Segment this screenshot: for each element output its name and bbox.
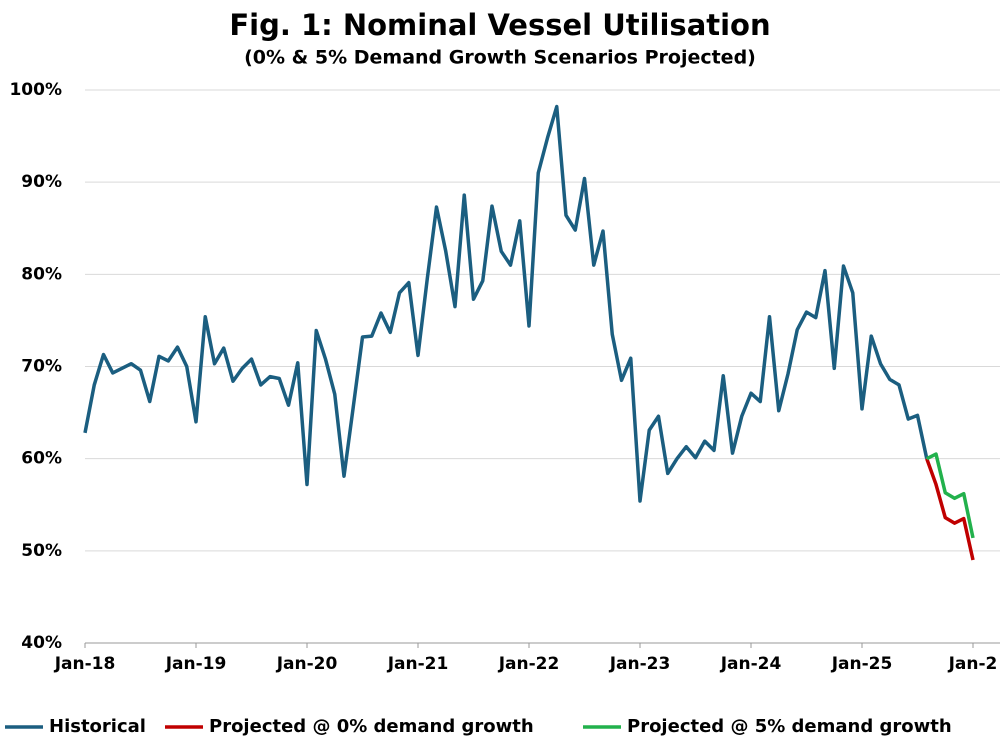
y-tick-label: 60% — [21, 449, 62, 469]
x-tick-label: Jan-18 — [54, 654, 116, 674]
chart-subtitle: (0% & 5% Demand Growth Scenarios Project… — [244, 47, 756, 69]
chart-title: Fig. 1: Nominal Vessel Utilisation — [229, 8, 770, 42]
y-tick-label: 50% — [21, 541, 62, 561]
x-tick-label: Jan-21 — [387, 654, 449, 674]
legend-label: Projected @ 0% demand growth — [209, 716, 534, 737]
y-tick-label: 70% — [21, 357, 62, 377]
legend-label: Historical — [49, 716, 146, 737]
series-line — [925, 452, 975, 539]
x-tick-label: Jan-22 — [498, 654, 560, 674]
series-line — [83, 104, 929, 503]
x-tick-label: Jan-19 — [165, 654, 227, 674]
x-tick-label: Jan-2 — [948, 654, 998, 674]
y-tick-label: 100% — [9, 80, 62, 100]
y-tick-label: 80% — [21, 264, 62, 284]
x-tick-label: Jan-24 — [720, 654, 782, 674]
legend-label: Projected @ 5% demand growth — [627, 716, 952, 737]
x-tick-label: Jan-20 — [276, 654, 338, 674]
series-line — [925, 458, 975, 561]
x-tick-label: Jan-23 — [609, 654, 671, 674]
y-tick-label: 40% — [21, 633, 62, 653]
x-tick-label: Jan-25 — [831, 654, 893, 674]
y-tick-label: 90% — [21, 172, 62, 192]
